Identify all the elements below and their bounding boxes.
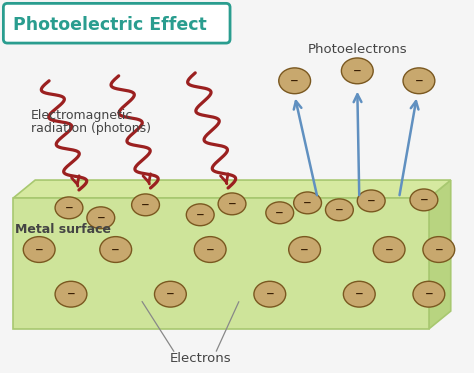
Ellipse shape — [266, 202, 294, 224]
Polygon shape — [13, 180, 451, 198]
Ellipse shape — [194, 236, 226, 263]
Ellipse shape — [289, 236, 320, 263]
Text: radiation (photons): radiation (photons) — [31, 122, 151, 135]
Text: −: − — [419, 195, 428, 205]
Text: Electromagnetic: Electromagnetic — [31, 109, 134, 122]
Ellipse shape — [410, 189, 438, 211]
Ellipse shape — [55, 281, 87, 307]
Text: −: − — [111, 245, 120, 254]
Text: −: − — [300, 245, 309, 254]
Ellipse shape — [294, 192, 321, 214]
Ellipse shape — [403, 68, 435, 94]
Text: −: − — [355, 289, 364, 299]
Ellipse shape — [279, 68, 310, 94]
Ellipse shape — [341, 58, 373, 84]
Text: −: − — [435, 245, 443, 254]
Ellipse shape — [55, 197, 83, 219]
Text: −: − — [385, 245, 393, 254]
Ellipse shape — [132, 194, 159, 216]
Ellipse shape — [357, 190, 385, 212]
Text: −: − — [353, 66, 362, 76]
Text: −: − — [35, 245, 44, 254]
Text: −: − — [415, 76, 423, 86]
Text: −: − — [303, 198, 312, 208]
Text: Metal surface: Metal surface — [15, 223, 111, 236]
Text: −: − — [67, 289, 75, 299]
Ellipse shape — [218, 193, 246, 215]
Ellipse shape — [87, 207, 115, 229]
Text: −: − — [64, 203, 73, 213]
Text: Photoelectric Effect: Photoelectric Effect — [13, 16, 207, 34]
Text: −: − — [265, 289, 274, 299]
Ellipse shape — [326, 199, 353, 221]
Text: −: − — [141, 200, 150, 210]
Text: −: − — [228, 199, 237, 209]
Ellipse shape — [343, 281, 375, 307]
Text: −: − — [275, 208, 284, 218]
Text: −: − — [290, 76, 299, 86]
Text: −: − — [166, 289, 175, 299]
Ellipse shape — [186, 204, 214, 226]
Ellipse shape — [254, 281, 286, 307]
Text: −: − — [96, 213, 105, 223]
Polygon shape — [429, 180, 451, 329]
Polygon shape — [13, 198, 429, 329]
Ellipse shape — [413, 281, 445, 307]
Text: −: − — [425, 289, 433, 299]
Text: −: − — [206, 245, 215, 254]
Ellipse shape — [155, 281, 186, 307]
Ellipse shape — [373, 236, 405, 263]
Ellipse shape — [100, 236, 132, 263]
Text: −: − — [335, 205, 344, 215]
FancyBboxPatch shape — [3, 3, 230, 43]
Ellipse shape — [423, 236, 455, 263]
Text: Photoelectrons: Photoelectrons — [308, 43, 407, 56]
Text: Electrons: Electrons — [169, 352, 231, 365]
Ellipse shape — [23, 236, 55, 263]
Text: −: − — [367, 196, 375, 206]
Text: −: − — [196, 210, 205, 220]
